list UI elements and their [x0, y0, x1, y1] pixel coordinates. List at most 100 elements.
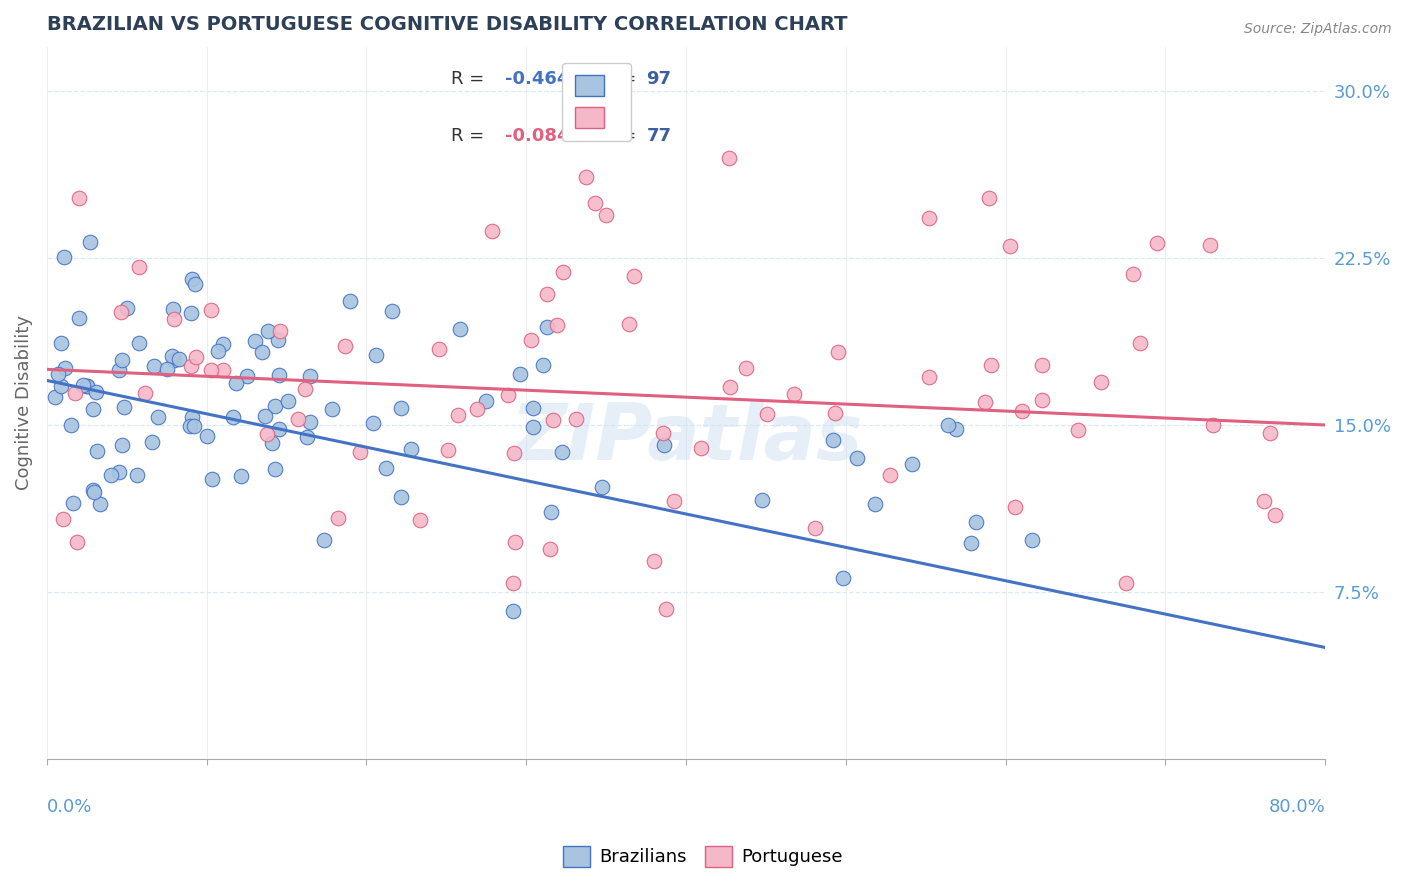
Point [125, 468, 148, 483]
Point [977, 191, 1000, 205]
Legend: Brazilians, Portuguese: Brazilians, Portuguese [557, 838, 849, 874]
Point [257, 324, 280, 338]
Point [536, 319, 558, 334]
Point [1264, 508, 1286, 523]
Point [509, 367, 531, 381]
Point [183, 419, 205, 434]
Point [46, 367, 69, 381]
Point [169, 352, 191, 367]
Point [82, 483, 104, 497]
Point [89, 497, 111, 511]
Point [595, 208, 617, 222]
Point [180, 359, 202, 374]
Point [783, 387, 806, 401]
Point [1146, 236, 1168, 251]
Point [111, 437, 134, 451]
Point [100, 468, 122, 483]
Point [269, 368, 291, 382]
Point [540, 505, 562, 519]
Point [591, 480, 613, 494]
Point [86, 443, 108, 458]
Point [803, 521, 825, 535]
Point [128, 335, 150, 350]
Point [617, 317, 640, 331]
Point [49, 336, 72, 351]
Point [134, 385, 156, 400]
Point [1129, 335, 1152, 350]
Text: 77: 77 [647, 127, 672, 145]
Point [52, 511, 75, 525]
Point [328, 511, 350, 525]
Point [162, 301, 184, 316]
Point [333, 339, 356, 353]
Point [299, 415, 322, 429]
Point [575, 169, 598, 184]
Point [207, 343, 229, 358]
Point [522, 401, 544, 415]
Point [643, 554, 665, 568]
Point [1031, 358, 1053, 372]
Point [475, 394, 498, 409]
Point [60, 418, 83, 433]
Point [821, 433, 844, 447]
Point [76, 379, 98, 393]
Text: BRAZILIAN VS PORTUGUESE COGNITIVE DISABILITY CORRELATION CHART: BRAZILIAN VS PORTUGUESE COGNITIVE DISABI… [46, 15, 848, 34]
Point [865, 497, 887, 511]
Point [52, 251, 75, 265]
Point [481, 224, 503, 238]
Point [312, 533, 335, 548]
Point [108, 465, 131, 479]
Point [827, 345, 849, 359]
Point [243, 334, 266, 348]
Point [389, 401, 412, 415]
Point [86, 385, 108, 400]
Point [236, 368, 259, 383]
Point [72, 377, 94, 392]
Y-axis label: Cognitive Disability: Cognitive Disability [15, 315, 32, 491]
Point [399, 442, 422, 456]
Point [832, 571, 855, 585]
Point [755, 408, 778, 422]
Point [1067, 423, 1090, 437]
Point [845, 451, 868, 466]
Point [180, 272, 202, 286]
Point [163, 353, 186, 368]
Point [299, 369, 322, 384]
Point [960, 536, 983, 550]
Point [112, 400, 135, 414]
Point [143, 359, 166, 373]
Point [965, 516, 987, 530]
Point [267, 333, 290, 347]
Point [973, 395, 995, 409]
Point [128, 260, 150, 274]
Point [389, 490, 412, 504]
Point [1115, 575, 1137, 590]
Point [690, 441, 713, 455]
Text: 97: 97 [647, 70, 672, 87]
Point [496, 388, 519, 402]
Point [427, 342, 450, 356]
Point [195, 429, 218, 443]
Point [945, 422, 967, 436]
Point [108, 362, 131, 376]
Point [55, 360, 77, 375]
Point [184, 350, 207, 364]
Point [79, 235, 101, 250]
Point [543, 413, 565, 427]
Point [717, 152, 740, 166]
Point [160, 349, 183, 363]
Point [294, 383, 316, 397]
Point [1004, 500, 1026, 515]
Point [111, 353, 134, 368]
Point [564, 412, 586, 426]
Point [502, 576, 524, 591]
Legend: , : , [562, 62, 631, 141]
Point [264, 399, 287, 413]
Point [503, 445, 526, 459]
Point [465, 402, 488, 417]
Point [651, 426, 673, 441]
Point [447, 408, 470, 422]
Point [1258, 425, 1281, 440]
Text: Source: ZipAtlas.com: Source: ZipAtlas.com [1244, 22, 1392, 37]
Point [936, 417, 959, 432]
